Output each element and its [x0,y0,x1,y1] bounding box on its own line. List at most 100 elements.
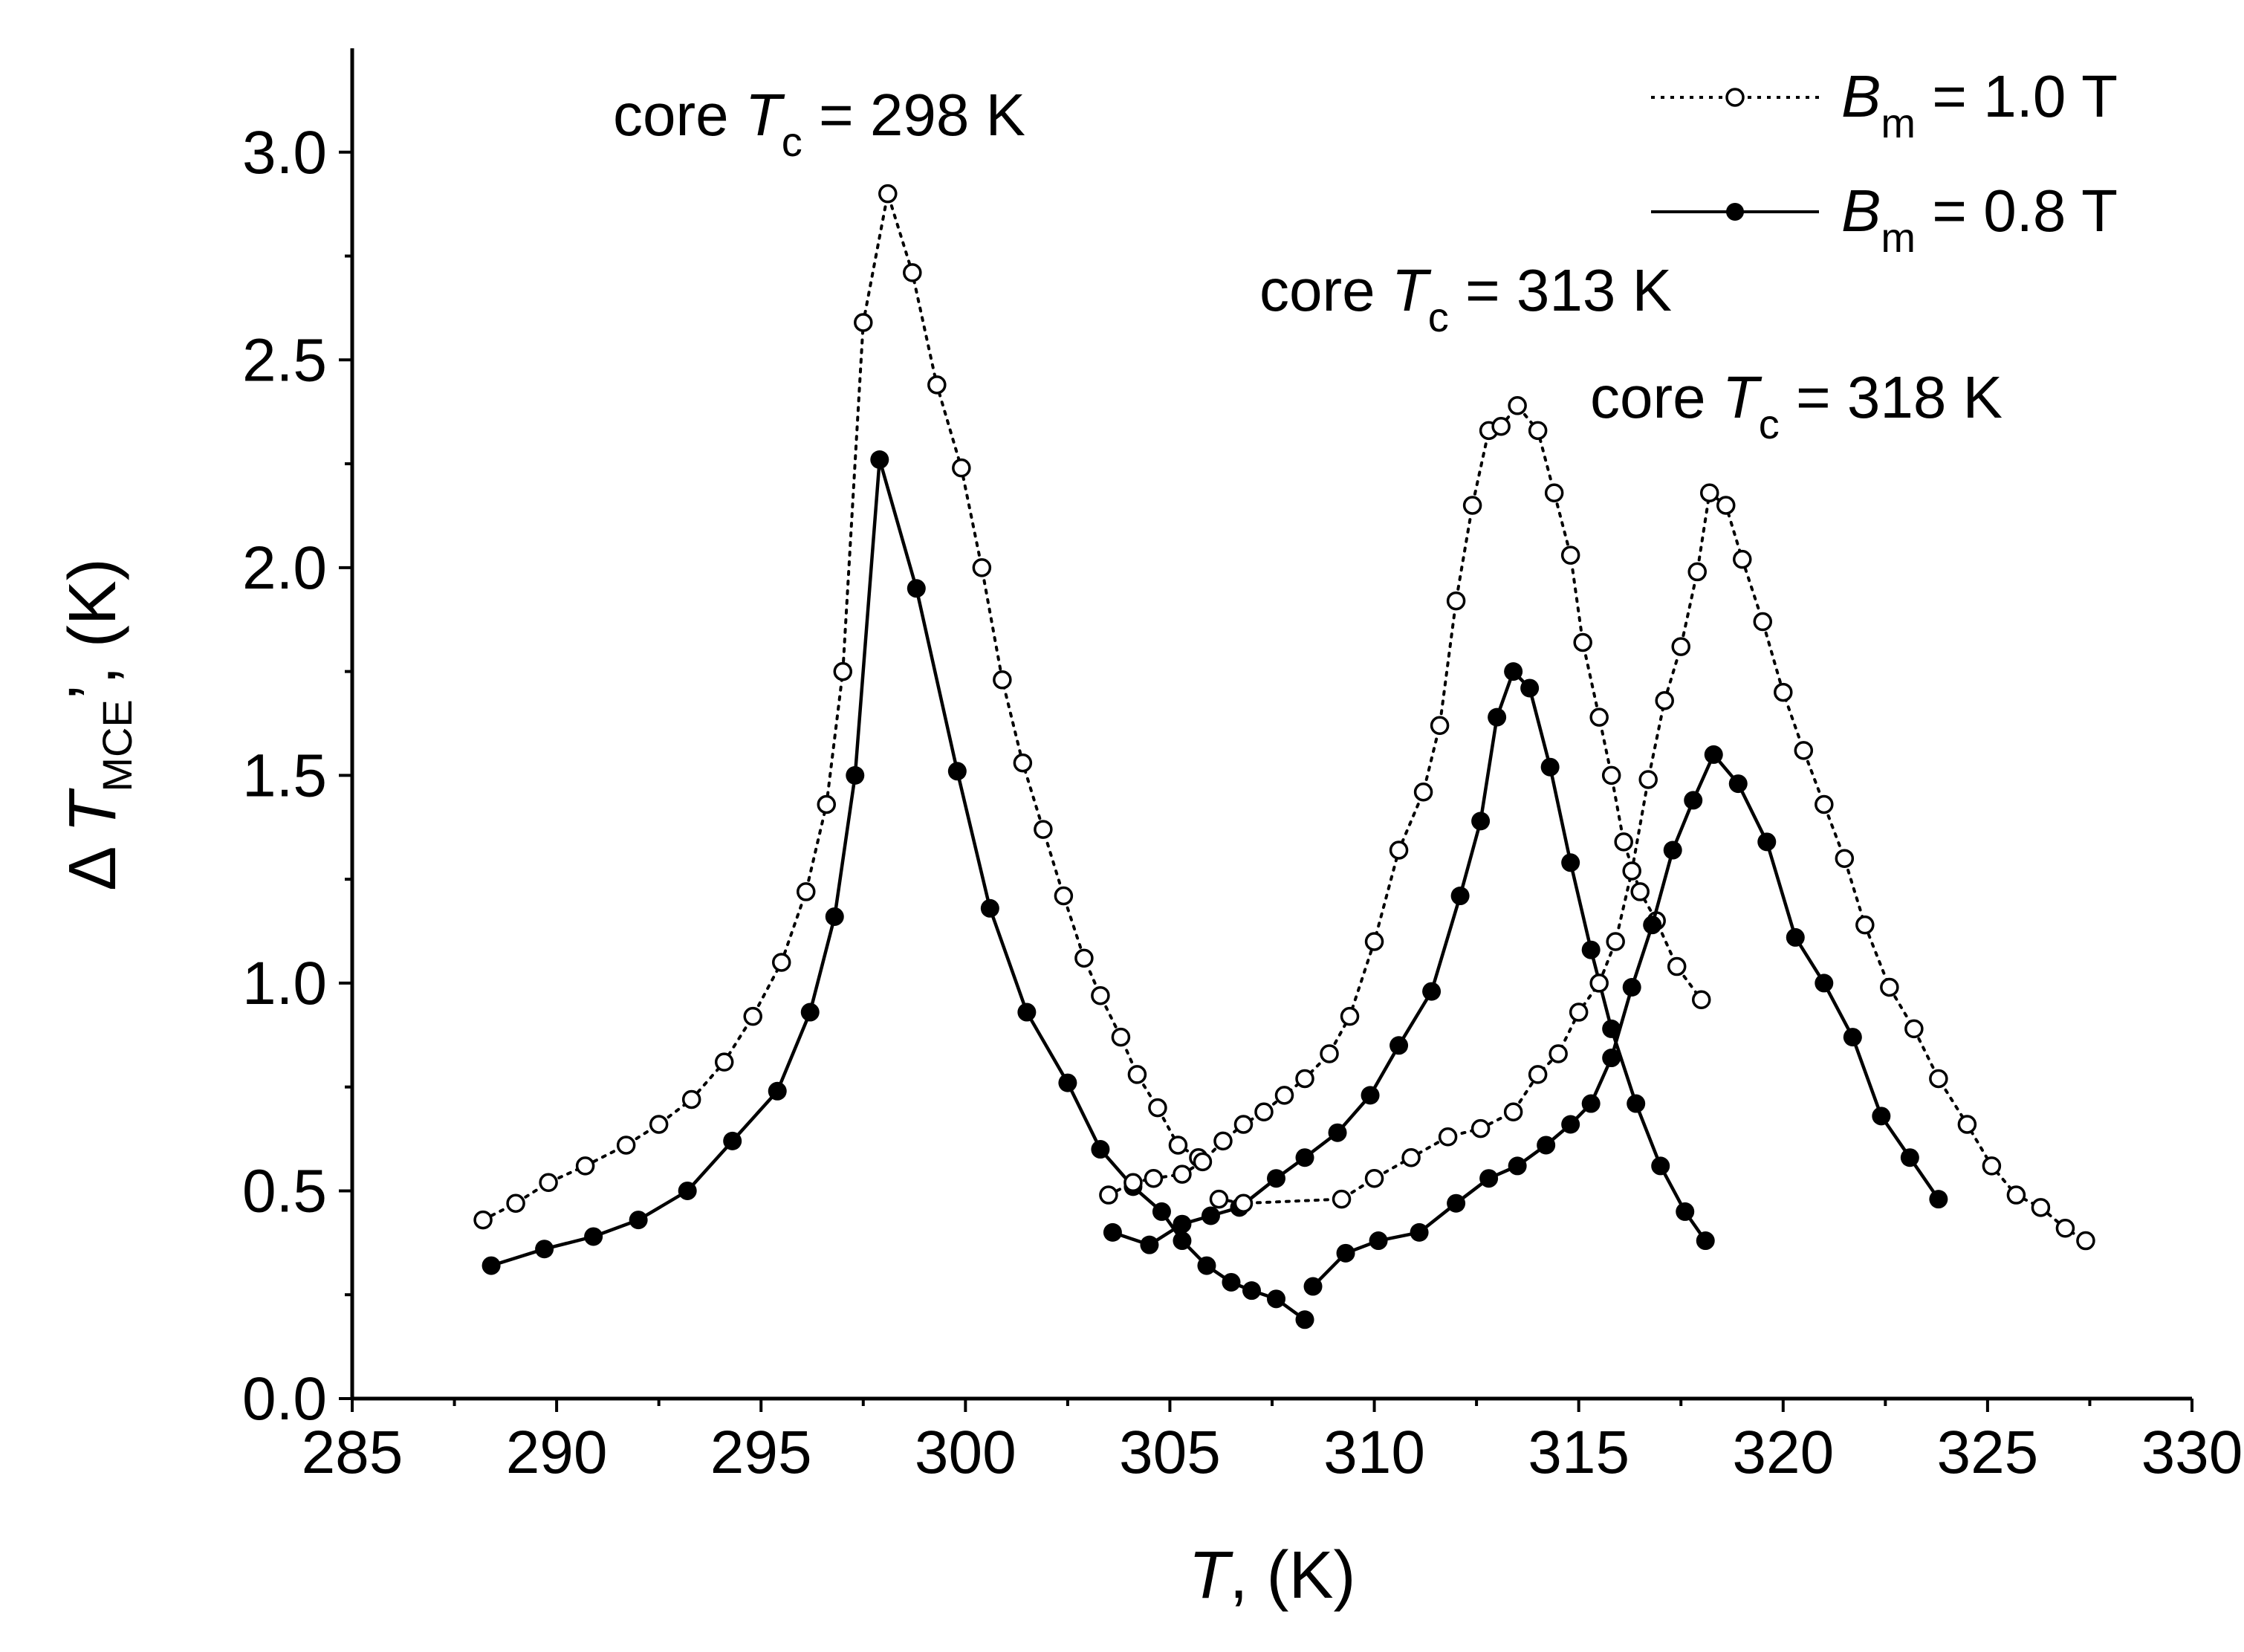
data-point-filled [907,579,926,598]
data-point-filled [1197,1256,1216,1275]
data-point-filled [1410,1222,1429,1242]
annotation-prefix: core [613,82,745,148]
data-point-open [1699,483,1719,502]
data-point-filled [1295,1148,1314,1167]
data-point-open [1774,682,1793,702]
data-point-open [1123,1173,1143,1193]
y-tick-label: 3.0 [242,119,327,187]
data-point-filled [1152,1202,1171,1221]
y-tick-label: 0.0 [242,1365,327,1433]
x-tick-label: 285 [302,1419,403,1486]
data-point-open [1957,1115,1977,1134]
data-point-filled [1361,1086,1380,1105]
y-tick-label: 1.5 [242,742,327,809]
data-point-open [2076,1231,2095,1251]
annotation-tc-313: core Tc = 313 K [1259,257,1672,340]
data-point-open [1560,545,1580,565]
series-bm-0.8T-1 [481,450,1314,1329]
x-tick-label: 320 [1732,1419,1834,1486]
legend-entry-1.0T: Bm = 1.0 T [1651,63,2118,146]
data-point-filled [1602,1019,1621,1038]
series-bm-0.8T-3 [1103,662,1715,1254]
series-line [1217,491,2087,1243]
legend-subscript: m [1881,214,1916,261]
data-point-filled [1479,1169,1499,1188]
data-point-filled [1663,840,1682,860]
data-point-filled [1447,1193,1466,1213]
data-point-open [927,375,947,395]
data-point-open [1332,1189,1352,1209]
data-point-filled [846,765,865,785]
legend-label-0.8T: Bm = 0.8 T [1841,178,2118,261]
data-point-filled [1058,1073,1077,1092]
y-tick-label: 2.0 [242,534,327,602]
data-point-open [1233,1193,1254,1213]
data-point-filled [870,450,889,469]
data-point-filled [535,1240,554,1259]
annotation-subscript: c [1428,294,1449,340]
data-point-filled [629,1211,648,1230]
legend-subscript: m [1881,100,1916,146]
data-point-filled [1728,774,1748,794]
data-point-filled [1328,1123,1347,1142]
data-point-open [681,1089,701,1110]
data-point-open [1573,632,1592,652]
data-point-filled [1622,978,1641,997]
data-point-filled [1508,1156,1527,1176]
data-point-filled [1520,678,1540,698]
legend-marker-filled-circle [1726,203,1744,221]
series-layer [473,184,2095,1329]
data-point-open [1716,496,1736,515]
data-point-open [1274,1086,1294,1105]
annotation-subscript: c [782,118,802,165]
data-point-filled [1537,1136,1556,1155]
data-point-open [1193,1152,1213,1172]
data-point-filled [584,1227,603,1246]
data-point-filled [1267,1289,1286,1309]
x-tick-label: 290 [506,1419,608,1486]
x-axis-title: T, (K) [1189,1538,1356,1613]
data-point-open [817,794,837,814]
data-point-open [1671,637,1690,656]
legend-value: = 1.0 T [1916,63,2118,129]
data-point-open [1389,840,1409,860]
data-point-open [1462,496,1482,515]
data-point-open [903,263,922,282]
data-point-open [1295,1069,1314,1089]
legend: Bm = 1.0 T Bm = 0.8 T [1651,63,2118,261]
data-point-filled [1173,1231,1192,1251]
data-point-open [1904,1019,1924,1039]
series-bm-1.0T-2 [1099,396,1711,1205]
y-tick-label: 2.5 [242,326,327,394]
y-axis-subscript: MCE [94,699,140,791]
data-point-open [972,558,992,577]
data-point-open [1569,1002,1589,1022]
data-point-filled [1450,887,1470,906]
data-point-filled [1757,832,1777,852]
data-point-open [1127,1065,1147,1084]
data-point-open [1233,1115,1254,1134]
data-point-filled [1422,982,1442,1001]
data-point-filled [1900,1148,1919,1167]
data-point-open [1034,820,1053,839]
data-point-open [1091,985,1110,1005]
x-tick-label: 310 [1323,1419,1425,1486]
data-point-filled [1704,745,1723,764]
data-point-filled [1504,662,1523,681]
data-point-open [539,1173,558,1193]
x-tick-label: 300 [915,1419,1016,1486]
x-tick-label: 305 [1119,1419,1221,1486]
data-point-open [1606,932,1625,951]
data-point-open [1614,832,1633,852]
data-point-open [1430,716,1450,736]
data-point-open [952,458,971,478]
data-point-filled [1581,940,1601,959]
data-point-open [649,1115,669,1134]
data-point-open [714,1052,734,1072]
legend-entry-0.8T: Bm = 0.8 T [1651,178,2118,261]
data-point-filled [1627,1094,1646,1113]
data-point-open [1880,977,1899,997]
data-point-open [833,661,853,681]
data-point-open [1074,948,1094,968]
